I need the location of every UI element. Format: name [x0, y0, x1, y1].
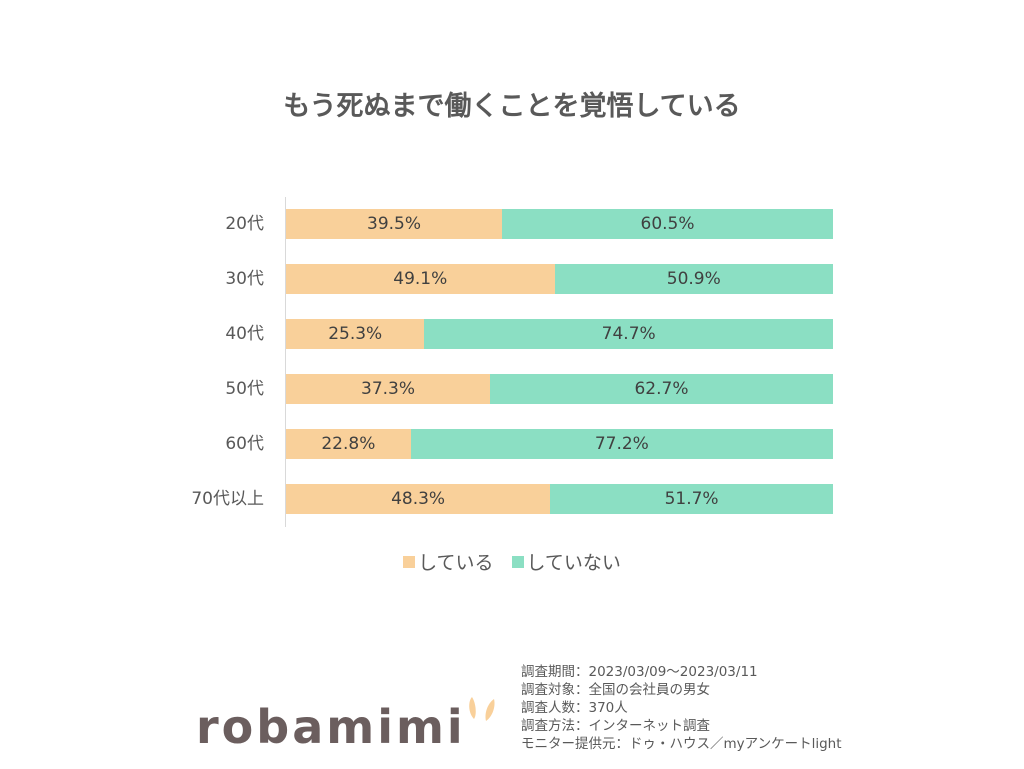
chart-legend: している していない — [0, 548, 1024, 575]
bar-segment-no: 51.7% — [550, 484, 833, 514]
bar-row: 20代 39.5% 60.5% — [0, 209, 1024, 239]
chart-title: もう死ぬまで働くことを覚悟している — [283, 91, 741, 122]
bar-segment-no: 62.7% — [490, 374, 833, 404]
legend-swatch-yes-icon — [403, 555, 416, 568]
survey-notes: 調査期間：2023/03/09～2023/03/11 調査対象：全国の会社員の男… — [521, 663, 842, 753]
bar-row: 70代以上 48.3% 51.7% — [0, 484, 1024, 514]
bar-segment-no: 74.7% — [424, 319, 833, 349]
category-axis-line — [285, 197, 286, 527]
bar-row: 60代 22.8% 77.2% — [0, 429, 1024, 459]
stacked-bar: 48.3% 51.7% — [286, 484, 833, 514]
note-count: 調査人数：370人 — [521, 700, 628, 716]
category-label: 30代 — [225, 269, 264, 289]
category-label: 40代 — [225, 324, 264, 344]
robamimi-logo: robamimi — [196, 700, 466, 754]
legend-label-no: していない — [526, 552, 621, 574]
note-target: 調査対象：全国の会社員の男女 — [521, 682, 710, 698]
stacked-bar: 37.3% 62.7% — [286, 374, 833, 404]
bar-segment-yes: 22.8% — [286, 429, 411, 459]
stacked-bar: 49.1% 50.9% — [286, 264, 833, 294]
bar-segment-no: 60.5% — [502, 209, 833, 239]
category-label: 70代以上 — [191, 489, 264, 509]
bar-segment-yes: 39.5% — [286, 209, 503, 239]
stacked-bar: 25.3% 74.7% — [286, 319, 833, 349]
note-method: 調査方法：インターネット調査 — [521, 718, 710, 734]
stacked-bar: 39.5% 60.5% — [286, 209, 833, 239]
note-provider: モニター提供元：ドゥ・ハウス／myアンケートlight — [521, 736, 842, 752]
category-label: 60代 — [225, 434, 264, 454]
category-label: 50代 — [225, 379, 264, 399]
note-period: 調査期間：2023/03/09～2023/03/11 — [521, 664, 758, 680]
category-label: 20代 — [225, 214, 264, 234]
bar-segment-yes: 49.1% — [286, 264, 555, 294]
rabbit-ears-icon — [469, 697, 495, 721]
bar-row: 30代 49.1% 50.9% — [0, 264, 1024, 294]
legend-item-yes: している — [403, 548, 494, 575]
bar-segment-yes: 48.3% — [286, 484, 551, 514]
bar-segment-yes: 25.3% — [286, 319, 425, 349]
bar-row: 50代 37.3% 62.7% — [0, 374, 1024, 404]
bar-segment-no: 50.9% — [554, 264, 833, 294]
legend-item-no: していない — [511, 548, 621, 575]
bar-segment-yes: 37.3% — [286, 374, 491, 404]
legend-label-yes: している — [418, 552, 494, 574]
bar-row: 40代 25.3% 74.7% — [0, 319, 1024, 349]
legend-swatch-no-icon — [511, 555, 524, 568]
stacked-bar: 22.8% 77.2% — [286, 429, 833, 459]
bar-segment-no: 77.2% — [410, 429, 833, 459]
